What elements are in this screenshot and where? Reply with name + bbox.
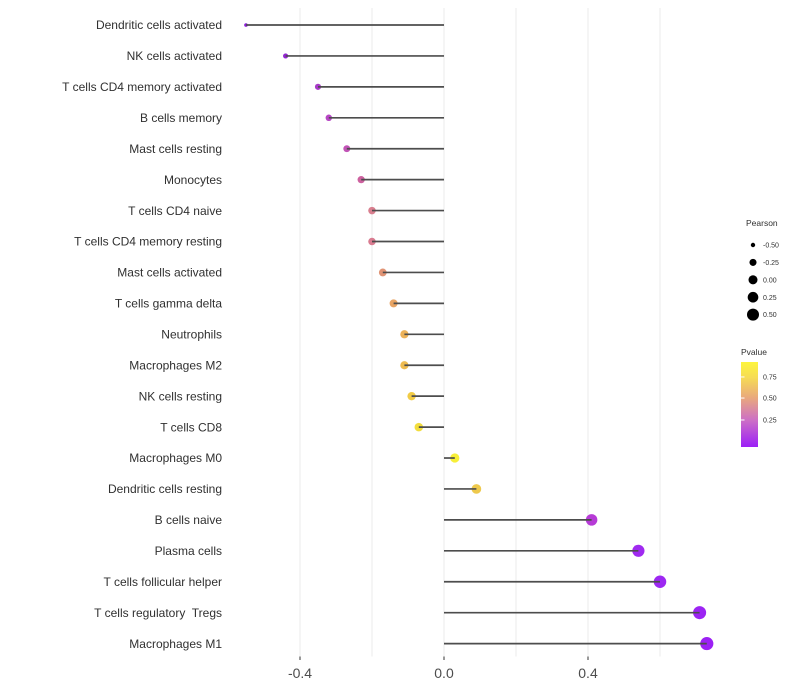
lollipop-rows bbox=[244, 23, 714, 651]
category-label: NK cells resting bbox=[139, 389, 222, 403]
category-labels: Dendritic cells activated NK cells activa… bbox=[62, 18, 222, 651]
x-tick-label: 0.4 bbox=[578, 665, 598, 681]
lollipop-dot bbox=[400, 361, 409, 370]
category-label: Neutrophils bbox=[161, 328, 222, 342]
lollipop-dot bbox=[283, 53, 289, 59]
category-label: B cells memory bbox=[140, 111, 222, 125]
pvalue-legend-label: 0.25 bbox=[763, 418, 777, 425]
pvalue-color-legend: Pvalue 0.75 0.50 0.25 bbox=[741, 347, 777, 447]
category-label: Dendritic cells activated bbox=[96, 18, 222, 32]
size-legend-label: 0.25 bbox=[763, 295, 777, 302]
lollipop-dot bbox=[400, 330, 409, 339]
category-label: Monocytes bbox=[164, 173, 222, 187]
category-label: Macrophages M1 bbox=[129, 637, 222, 651]
pvalue-legend-label: 0.50 bbox=[763, 396, 777, 403]
category-label: T cells CD4 naive bbox=[128, 204, 222, 218]
size-legend-dot bbox=[748, 275, 758, 285]
category-label: Plasma cells bbox=[155, 544, 222, 558]
size-legend-label: 0.50 bbox=[763, 312, 777, 319]
category-label: T cells regulatory Tregs bbox=[94, 606, 222, 620]
category-label: T cells gamma delta bbox=[115, 297, 222, 311]
size-legend-label: -0.25 bbox=[763, 260, 779, 267]
category-label: Macrophages M2 bbox=[129, 358, 222, 372]
size-legend-dot bbox=[749, 258, 757, 266]
category-label: NK cells activated bbox=[127, 49, 222, 63]
size-legend-dot bbox=[750, 242, 756, 248]
x-axis-ticks bbox=[299, 656, 589, 660]
category-label: Dendritic cells resting bbox=[108, 482, 222, 496]
x-tick-label: 0.0 bbox=[434, 665, 454, 681]
size-legend-label: 0.00 bbox=[763, 277, 777, 284]
size-legend-dot bbox=[747, 291, 759, 303]
gridlines bbox=[299, 8, 661, 657]
category-label: T cells CD4 memory activated bbox=[62, 80, 222, 94]
category-label: T cells CD8 bbox=[160, 420, 222, 434]
x-tick-label: -0.4 bbox=[288, 665, 312, 681]
size-legend-label: -0.50 bbox=[763, 243, 779, 250]
pearson-legend-items: -0.50 -0.25 0.00 0.25 0.50 bbox=[747, 243, 779, 321]
category-label: Macrophages M0 bbox=[129, 451, 222, 465]
x-axis-tick-labels: -0.4 0.0 0.4 bbox=[288, 665, 598, 681]
category-label: Mast cells activated bbox=[117, 266, 222, 280]
size-legend-dot bbox=[747, 308, 759, 321]
category-label: T cells follicular helper bbox=[104, 575, 223, 589]
category-label: Mast cells resting bbox=[129, 142, 222, 156]
category-label: B cells naive bbox=[155, 513, 223, 527]
lollipop-dot bbox=[389, 299, 398, 308]
pvalue-legend-label: 0.75 bbox=[763, 375, 777, 382]
pvalue-legend-title: Pvalue bbox=[741, 347, 767, 357]
pvalue-legend-items: 0.75 0.50 0.25 bbox=[741, 375, 777, 425]
pvalue-gradient-bar bbox=[741, 362, 758, 447]
pearson-legend-title: Pearson bbox=[746, 218, 778, 228]
category-label: T cells CD4 memory resting bbox=[74, 235, 222, 249]
pearson-size-legend: Pearson -0.50 -0.25 0.00 0.25 0.50 bbox=[746, 218, 779, 321]
